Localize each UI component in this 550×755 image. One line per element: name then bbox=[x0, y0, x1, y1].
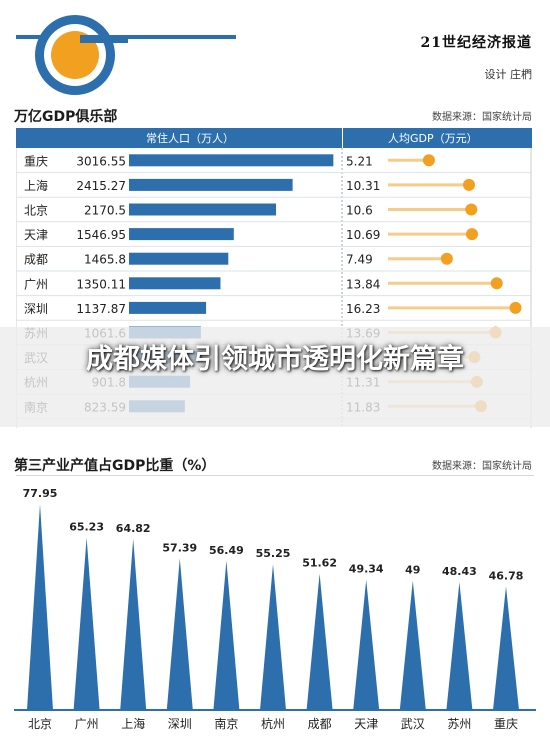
chart2-divider bbox=[16, 475, 534, 476]
spike-bar bbox=[399, 580, 426, 710]
gdp-per-capita-dot bbox=[463, 178, 476, 191]
chart1-title: 万亿GDP俱乐部 bbox=[14, 109, 118, 125]
population-value-label: 1546.95 bbox=[76, 228, 126, 242]
population-bar bbox=[129, 277, 221, 290]
spike-value-label: 77.95 bbox=[23, 487, 58, 500]
spike-category-label: 广州 bbox=[75, 717, 99, 731]
city-label: 上海 bbox=[24, 178, 48, 193]
gdp-per-capita-value-label: 7.49 bbox=[346, 253, 373, 267]
population-value-label: 1465.8 bbox=[84, 253, 126, 267]
spike-value-label: 57.39 bbox=[162, 541, 197, 554]
table-header: 常住人口（万人） 人均GDP（万元） bbox=[16, 128, 532, 148]
gdp-per-capita-dot bbox=[490, 277, 503, 290]
population-bar bbox=[129, 203, 277, 216]
chart1-source: 数据来源：国家统计局 bbox=[432, 112, 532, 123]
spike-value-label: 51.62 bbox=[302, 557, 337, 570]
population-value-label: 2170.5 bbox=[84, 204, 126, 218]
spike-value-label: 49.34 bbox=[349, 563, 384, 576]
tertiary-industry-chart: 77.95 北京 65.23 广州 64.82 上海 57.39 深圳 56.49 南京 55.25… bbox=[14, 487, 536, 731]
spike-category-label: 杭州 bbox=[261, 716, 285, 731]
spike-value-label: 55.25 bbox=[256, 547, 291, 560]
city-label: 成都 bbox=[24, 253, 48, 267]
spike-category-label: 天津 bbox=[354, 717, 378, 731]
spike-bar bbox=[493, 586, 519, 710]
spike-category-label: 南京 bbox=[214, 716, 238, 731]
population-value-label: 2415.27 bbox=[76, 179, 126, 193]
banner-title: 成都媒体引领城市透明化新篇章 bbox=[86, 344, 464, 375]
spike-bar bbox=[166, 558, 193, 710]
chart2-source: 数据来源：国家统计局 bbox=[432, 461, 532, 472]
population-column-header: 常住人口（万人） bbox=[146, 132, 234, 145]
spike-bar bbox=[27, 504, 53, 710]
spike-category-label: 重庆 bbox=[494, 717, 518, 731]
title-banner: 成都媒体引领城市透明化新篇章 bbox=[0, 327, 550, 427]
city-label: 北京 bbox=[24, 204, 48, 218]
newspaper-name: 21世纪经济报道 bbox=[420, 35, 532, 51]
spike-value-label: 56.49 bbox=[209, 544, 244, 557]
spike-bar bbox=[260, 564, 286, 710]
gdp-per-capita-dot bbox=[422, 154, 435, 167]
header-divider bbox=[342, 128, 343, 148]
gdp-per-capita-value-label: 10.31 bbox=[346, 179, 380, 193]
population-value-label: 1137.87 bbox=[76, 302, 126, 316]
spike-category-label: 成都 bbox=[308, 717, 332, 731]
gdp-per-capita-value-label: 10.6 bbox=[346, 204, 373, 218]
gdp-per-capita-value-label: 16.23 bbox=[346, 302, 380, 316]
designer-credit: 设计 庄椚 bbox=[484, 68, 533, 81]
gdp-per-capita-dot bbox=[465, 228, 478, 241]
spike-category-label: 武汉 bbox=[401, 717, 425, 731]
chart2-title: 第三产业产值占GDP比重（%） bbox=[14, 458, 216, 474]
gdp-per-capita-column-header: 人均GDP（万元） bbox=[388, 132, 478, 145]
spike-value-label: 64.82 bbox=[116, 522, 151, 535]
spike-value-label: 48.43 bbox=[442, 565, 477, 578]
population-bar bbox=[129, 252, 229, 265]
gdp-per-capita-dot bbox=[440, 252, 453, 265]
gdp-per-capita-value-label: 5.21 bbox=[346, 154, 373, 168]
gdp-per-capita-value-label: 13.84 bbox=[346, 277, 380, 291]
spike-bar bbox=[213, 560, 240, 710]
newspaper-logo-icon bbox=[16, 15, 236, 95]
city-label: 天津 bbox=[24, 228, 48, 242]
spike-category-label: 上海 bbox=[121, 716, 145, 731]
spike-bar bbox=[120, 538, 147, 710]
gdp-per-capita-dot bbox=[509, 301, 522, 314]
spike-bar bbox=[73, 537, 100, 710]
population-bar bbox=[129, 228, 234, 241]
city-label: 深圳 bbox=[24, 302, 48, 316]
spike-category-label: 北京 bbox=[28, 717, 52, 731]
spike-value-label: 65.23 bbox=[69, 521, 104, 534]
spike-value-label: 46.78 bbox=[489, 569, 524, 582]
gdp-per-capita-dot bbox=[465, 203, 478, 216]
header: 21世纪经济报道 设计 庄椚 bbox=[0, 0, 550, 96]
spike-category-label: 深圳 bbox=[168, 717, 192, 731]
city-label: 广州 bbox=[24, 277, 48, 291]
population-bar bbox=[129, 178, 293, 191]
population-value-label: 3016.55 bbox=[76, 154, 126, 168]
spike-category-label: 苏州 bbox=[447, 717, 471, 731]
spike-bar bbox=[353, 579, 380, 710]
gdp-per-capita-value-label: 10.69 bbox=[346, 228, 380, 242]
population-value-label: 1350.11 bbox=[76, 277, 126, 291]
population-bar bbox=[129, 154, 334, 167]
population-bar bbox=[129, 301, 207, 314]
spike-bar bbox=[306, 573, 333, 710]
spike-value-label: 49 bbox=[405, 564, 420, 577]
spike-bar bbox=[446, 582, 473, 710]
city-label: 重庆 bbox=[24, 154, 48, 168]
